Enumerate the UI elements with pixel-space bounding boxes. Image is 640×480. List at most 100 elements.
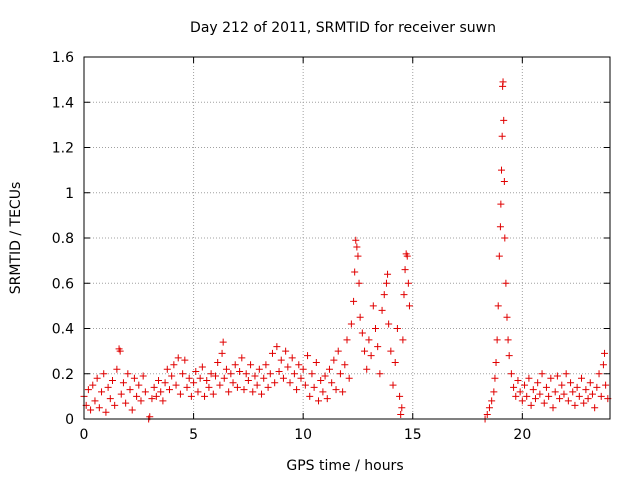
data-point [176,390,184,398]
data-point [183,383,191,391]
data-point [483,410,491,418]
data-point [225,388,233,396]
data-point [560,390,568,398]
data-point [260,374,268,382]
data-point [135,381,143,389]
data-point [279,374,287,382]
data-point [490,388,498,396]
y-axis-label: SRMTID / TECUs [8,182,24,295]
data-point [89,381,97,389]
data-point [492,358,500,366]
data-point [564,397,572,405]
data-point [133,392,141,400]
data-point [351,268,359,276]
data-point [130,374,138,382]
data-point [229,379,237,387]
data-point [491,374,499,382]
data-point [502,279,510,287]
data-point [194,388,202,396]
data-point [401,266,409,274]
data-point [159,397,167,405]
data-point [165,386,173,394]
data-point [567,379,575,387]
data-point [493,336,501,344]
data-point [148,395,156,403]
data-point [222,365,230,373]
data-point [238,354,246,362]
data-point [341,361,349,369]
data-point [126,386,134,394]
data-point [84,386,92,394]
data-point [251,372,259,380]
data-point [578,374,586,382]
data-point [268,349,276,357]
y-tick-label: 0.8 [52,231,74,247]
data-point [597,392,605,400]
data-point [599,361,607,369]
data-point [404,279,412,287]
data-point [116,347,124,355]
data-point [588,390,596,398]
data-point [495,252,503,260]
data-point [345,374,353,382]
data-point [319,388,327,396]
data-point [556,395,564,403]
data-point [253,381,261,389]
data-point [393,325,401,332]
chart-title: Day 212 of 2011, SRMTID for receiver suw… [190,20,496,36]
data-point [87,406,95,414]
data-point [161,379,169,387]
data-point [529,386,537,394]
data-point [179,370,187,378]
data-point [516,388,524,396]
data-point [347,320,355,328]
data-point [106,395,114,403]
data-point [376,370,384,378]
data-point [192,367,200,375]
data-point [128,406,136,414]
data-point [405,302,413,310]
data-point [168,372,176,380]
data-point [547,374,555,382]
data-point [593,383,601,391]
x-tick-label: 15 [404,427,422,443]
data-point [549,404,557,412]
data-point [293,386,301,394]
data-point [98,388,106,396]
data-point [371,325,379,332]
data-point [321,372,329,380]
data-point [172,381,180,389]
data-point [497,200,505,208]
y-tick-label: 0 [65,412,74,428]
data-point [273,343,281,351]
data-point [602,381,610,389]
data-point [315,397,323,405]
data-point [336,370,344,378]
data-point [569,388,577,396]
x-axis-ticks: 0 5 10 15 20 [80,57,531,443]
data-point [501,234,509,242]
x-axis-label: GPS time / hours [286,458,403,474]
data-point [505,352,513,360]
data-point [514,377,522,385]
y-tick-label: 0.2 [52,367,74,383]
data-point [139,372,147,380]
data-point [580,399,588,407]
data-point [295,361,303,369]
data-point [306,392,314,400]
data-point [573,383,581,391]
data-point [399,336,407,344]
data-point [369,302,377,310]
data-point [124,370,132,378]
data-point [382,279,390,287]
data-point [355,279,363,287]
data-point [284,363,292,371]
data-point [152,392,160,400]
grid-lines [84,57,610,419]
data-point [343,336,351,344]
data-point [170,361,178,369]
data-point [358,329,366,337]
data-point [288,354,296,362]
data-point [500,116,508,124]
data-point [308,370,316,378]
